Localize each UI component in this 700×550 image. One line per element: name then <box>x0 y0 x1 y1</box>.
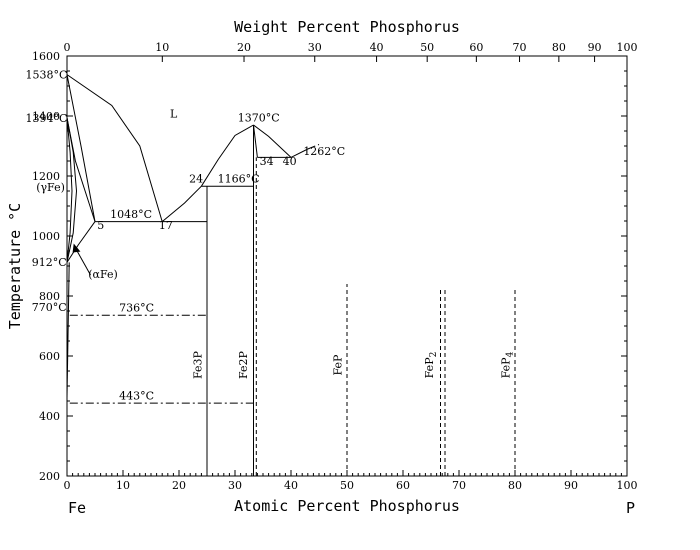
annotations: 1538°C 1394°C (γFe) 912°C 770°C (αFe) L 1370°C 1… <box>26 69 516 403</box>
left-tick-label: 1600 <box>32 50 60 63</box>
top-tick-label: 80 <box>552 41 566 54</box>
diagram-label: (αFe) <box>88 268 118 281</box>
diagram-label: 5 <box>97 219 104 232</box>
bottom-tick-label: 20 <box>172 479 186 492</box>
solid-boundary <box>253 124 292 158</box>
left-element-label: Fe <box>68 499 86 517</box>
right-element-label: P <box>626 499 635 517</box>
diagram-label: 1394°C <box>26 112 68 125</box>
solid-boundary <box>66 262 70 399</box>
solid-boundary <box>253 124 258 158</box>
y-axis-title: Temperature °C <box>6 203 24 329</box>
bottom-tick-label: 60 <box>396 479 410 492</box>
solid-boundary <box>200 124 254 187</box>
top-tick-label: 70 <box>513 41 527 54</box>
bottom-tick-label: 40 <box>284 479 298 492</box>
solid-boundary <box>66 117 73 263</box>
bottom-tick-label: 50 <box>340 479 354 492</box>
top-axis-title: Weight Percent Phosphorus <box>234 18 460 36</box>
compound-label: FeP <box>331 354 344 376</box>
solid-boundary <box>66 221 96 263</box>
bottom-tick-label: 0 <box>64 479 71 492</box>
top-tick-label: 60 <box>469 41 483 54</box>
bottom-tick-label: 30 <box>228 479 242 492</box>
compound-label: Fe2P <box>237 350 250 379</box>
left-tick-label: 1400 <box>32 110 60 123</box>
top-tick-label: 20 <box>237 41 251 54</box>
diagram-label: 1048°C <box>110 208 152 221</box>
alpha-fe-arrowhead <box>72 243 81 253</box>
diagram-label: 443°C <box>119 390 154 403</box>
left-tick-label: 600 <box>39 350 60 363</box>
phase-boundaries <box>66 74 516 476</box>
left-tick-label: 1200 <box>32 170 60 183</box>
diagram-label: 24 <box>189 173 203 186</box>
solid-boundary <box>161 185 202 222</box>
diagram-label: 17 <box>159 219 173 232</box>
diagram-label: 1262°C <box>303 145 345 158</box>
top-tick-label: 90 <box>588 41 602 54</box>
diagram-label: (γFe) <box>36 181 65 194</box>
diagram-label: 1370°C <box>238 111 280 124</box>
tick-marks: 0 10 20 30 40 50 60 70 80 90 1000 10 20 30 40 50 60 70 80 9… <box>32 41 638 492</box>
solid-boundary <box>66 74 163 222</box>
bottom-tick-label: 90 <box>564 479 578 492</box>
top-tick-label: 100 <box>617 41 638 54</box>
top-tick-label: 30 <box>308 41 322 54</box>
diagram-label: 1166°C <box>218 173 260 186</box>
diagram-label: 770°C <box>32 301 67 314</box>
compound-label: FeP2 <box>423 352 439 379</box>
bottom-axis-title: Atomic Percent Phosphorus <box>234 497 460 515</box>
compound-label: FeP4 <box>499 351 515 378</box>
bottom-tick-label: 10 <box>116 479 130 492</box>
diagram-label: 736°C <box>119 302 154 315</box>
bottom-tick-label: 100 <box>617 479 638 492</box>
diagram-label: L <box>170 108 178 121</box>
left-tick-label: 800 <box>39 290 60 303</box>
top-tick-label: 10 <box>155 41 169 54</box>
left-tick-label: 200 <box>39 470 60 483</box>
left-tick-label: 400 <box>39 410 60 423</box>
solid-boundary <box>290 148 309 158</box>
top-tick-label: 50 <box>420 41 434 54</box>
compound-label: Fe3P <box>191 350 204 379</box>
solid-boundary <box>66 117 78 263</box>
diagram-label: 34 <box>260 155 274 168</box>
diagram-label: 912°C <box>32 256 67 269</box>
solid-boundary <box>66 74 96 222</box>
dashdot-boundary <box>307 144 320 150</box>
top-tick-label: 40 <box>370 41 384 54</box>
diagram-label: 40 <box>283 155 297 168</box>
diagram-label: 1538°C <box>26 69 68 82</box>
top-tick-label: 0 <box>64 41 71 54</box>
left-tick-label: 1000 <box>32 230 60 243</box>
bottom-tick-label: 70 <box>452 479 466 492</box>
bottom-tick-label: 80 <box>508 479 522 492</box>
alpha-fe-arrow <box>74 247 91 276</box>
